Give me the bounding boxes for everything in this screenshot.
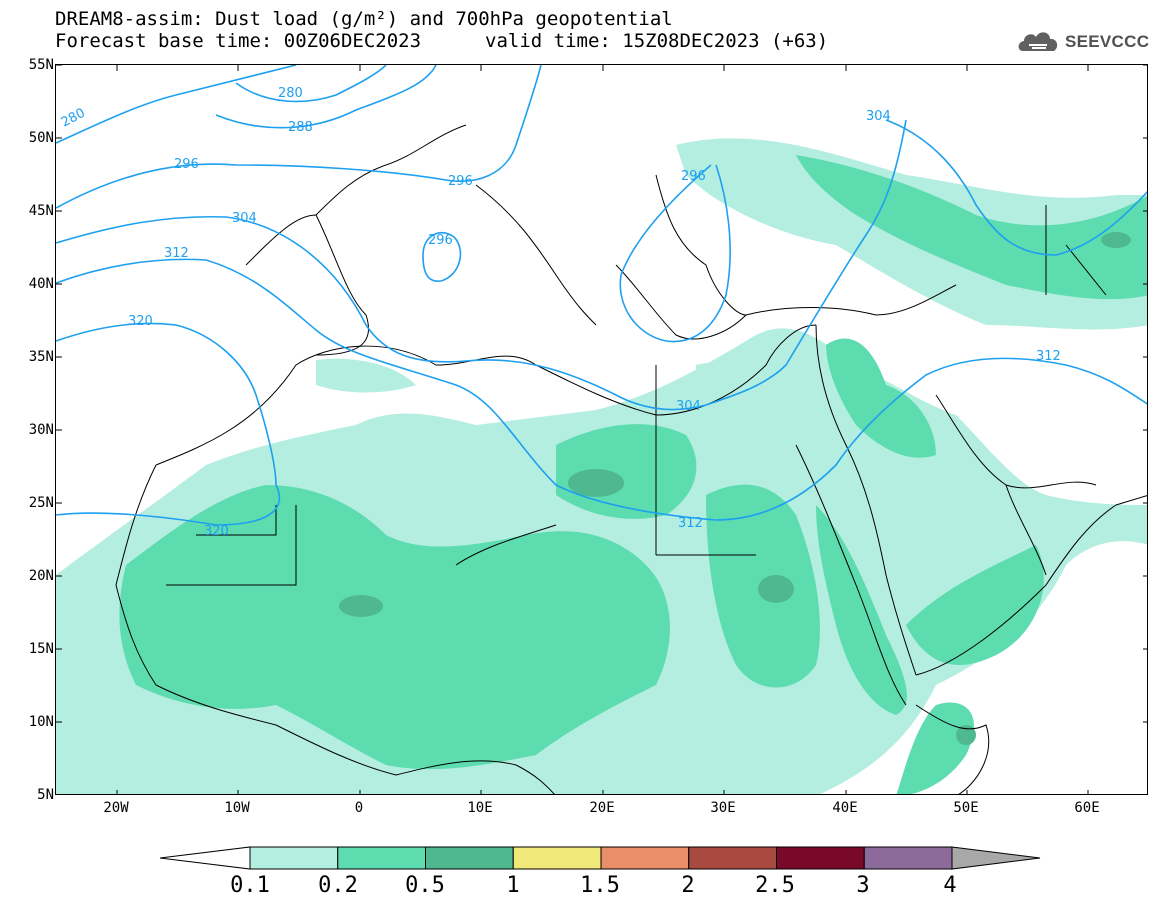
chart-title: DREAM8-assim: Dust load (g/m²) and 700hP… <box>55 8 673 30</box>
contour-label: 280 <box>278 86 303 101</box>
colorbar-label: 1.5 <box>580 873 620 898</box>
contour-labels: 280 280 288 296 296 296 304 304 312 320 … <box>59 86 1061 539</box>
contour-label: 320 <box>128 314 153 329</box>
colorbar-label: 0.1 <box>230 873 270 898</box>
lon-label: 20E <box>589 800 615 816</box>
lat-label: 45N <box>28 203 54 219</box>
contour-280-north <box>235 65 387 103</box>
lat-label: 35N <box>28 349 54 365</box>
lon-label: 10W <box>224 800 250 816</box>
lon-label: 20W <box>103 800 129 816</box>
lat-label: 40N <box>28 276 54 292</box>
colorbar-over-arrow <box>951 846 1041 870</box>
contour-label: 296 <box>428 233 453 248</box>
contour-label: 296 <box>174 157 199 172</box>
contour-296-main <box>56 65 542 209</box>
contour-label: 288 <box>288 120 313 135</box>
lat-label: 25N <box>28 495 54 511</box>
colorbar-cell <box>512 846 602 870</box>
contour-label: 304 <box>232 211 257 226</box>
contour-label: 312 <box>678 516 703 531</box>
colorbar-under-arrow <box>160 846 251 870</box>
colorbar-label: 4 <box>943 873 957 898</box>
contour-296-east <box>619 164 731 343</box>
colorbar-cell <box>249 846 339 870</box>
coastlines-and-borders <box>115 124 1147 794</box>
lat-label: 55N <box>28 57 54 73</box>
lon-label: 50E <box>953 800 979 816</box>
contour-304-east <box>885 119 1147 256</box>
colorbar-cell <box>776 846 865 870</box>
lon-label: 40E <box>832 800 858 816</box>
colorbar-label: 0.2 <box>318 873 358 898</box>
contour-label: 296 <box>681 169 706 184</box>
lat-label: 10N <box>28 714 54 730</box>
axis-ticks <box>56 65 1147 794</box>
lon-label: 10E <box>467 800 493 816</box>
contour-288 <box>215 65 437 129</box>
colorbar-label: 3 <box>856 873 870 898</box>
contour-label: 280 <box>59 106 88 131</box>
lat-label: 50N <box>28 130 54 146</box>
contour-296-closed <box>422 231 462 282</box>
dust-shading-medium <box>119 155 1147 794</box>
contour-312 <box>56 258 1147 521</box>
lon-label: 30E <box>710 800 736 816</box>
colorbar-label: 1 <box>506 873 520 898</box>
colorbar-cell <box>863 846 953 870</box>
contour-label: 296 <box>448 174 473 189</box>
colorbar-cell <box>600 846 690 870</box>
base-time: Forecast base time: 00Z06DEC2023 <box>55 30 422 52</box>
contour-label: 304 <box>676 399 701 414</box>
contour-label: 312 <box>1036 349 1061 364</box>
contour-320 <box>56 322 281 526</box>
contour-label: 312 <box>164 246 189 261</box>
contour-304-west <box>56 119 907 411</box>
lat-label: 30N <box>28 422 54 438</box>
contour-label: 304 <box>866 109 891 124</box>
colorbar-label: 0.5 <box>405 873 445 898</box>
forecast-times: Forecast base time: 00Z06DEC2023 valid ti… <box>55 30 828 52</box>
lat-label: 15N <box>28 641 54 657</box>
colorbar-cell <box>337 846 426 870</box>
dust-load-map: 280 280 288 296 296 296 304 304 312 320 … <box>55 64 1148 795</box>
logo-text: SEEVCCC <box>1065 32 1150 51</box>
colorbar-label: 2.5 <box>755 873 795 898</box>
contour-280-west <box>56 65 297 144</box>
valid-time: valid time: 15Z08DEC2023 (+63) <box>485 30 829 52</box>
seevccc-logo: SEEVCCC <box>1017 27 1149 57</box>
map-canvas: 280 280 288 296 296 296 304 304 312 320 … <box>56 65 1147 794</box>
lon-label: 0 <box>354 800 364 816</box>
geopotential-contours <box>56 65 1147 526</box>
lat-label: 5N <box>37 787 54 803</box>
colorbar-cell <box>425 846 514 870</box>
contour-label: 320 <box>204 524 229 539</box>
cloud-logo-icon <box>1018 32 1058 51</box>
lon-label: 60E <box>1074 800 1100 816</box>
colorbar-cell <box>688 846 777 870</box>
colorbar <box>160 846 1041 870</box>
colorbar-label: 2 <box>681 873 695 898</box>
dust-shading-dense <box>339 232 1131 745</box>
lat-label: 20N <box>28 568 54 584</box>
